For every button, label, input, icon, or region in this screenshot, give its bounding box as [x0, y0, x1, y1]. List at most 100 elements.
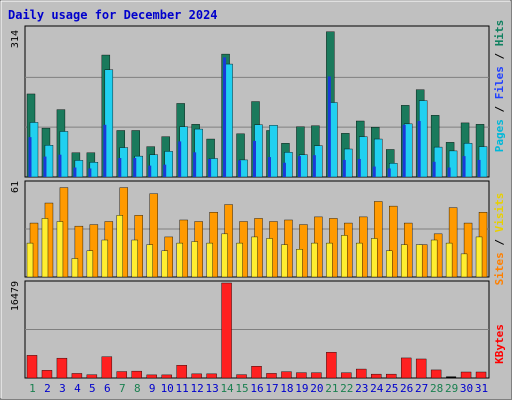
- bar-sites-day-8: [131, 239, 138, 278]
- bar-files-day-5: [88, 168, 92, 177]
- side-label-hits-part-0: Pages: [493, 119, 506, 152]
- bar-sites-day-30: [460, 253, 468, 278]
- bar-pages-day-24: [374, 138, 383, 178]
- bar-files-day-19: [297, 156, 301, 177]
- bar-kbytes-day-9: [146, 374, 157, 379]
- bar-kbytes-day-31: [475, 371, 487, 379]
- bar-files-day-10: [163, 164, 167, 177]
- day-label-3: 3: [59, 382, 66, 395]
- side-label-kbytes-part-0: KBytes: [493, 324, 506, 364]
- bar-sites-day-7: [116, 215, 124, 278]
- bar-kbytes-day-17: [266, 373, 277, 379]
- bar-kbytes-day-13: [206, 373, 217, 379]
- bar-sites-day-2: [41, 218, 49, 278]
- bar-files-day-13: [208, 158, 212, 177]
- side-label-hits-part-3: /: [493, 46, 506, 66]
- panel-hits-ymax: 314: [10, 30, 21, 48]
- bar-kbytes-day-30: [460, 371, 472, 379]
- bar-kbytes-day-2: [41, 370, 53, 379]
- bar-sites-day-27: [415, 244, 423, 278]
- bar-sites-day-16: [251, 236, 258, 278]
- panel-hits: [24, 25, 490, 178]
- panel-kbytes: [24, 280, 490, 379]
- bar-files-day-3: [58, 154, 62, 177]
- bar-visits-day-9: [149, 193, 158, 278]
- bar-files-day-17: [267, 157, 271, 177]
- bar-visits-day-25: [389, 205, 398, 278]
- bar-files-day-14: [223, 57, 227, 178]
- bar-sites-day-31: [475, 236, 483, 278]
- day-label-5: 5: [89, 382, 96, 395]
- day-label-21: 21: [325, 382, 338, 395]
- day-label-18: 18: [280, 382, 293, 395]
- bar-files-day-6: [103, 124, 107, 177]
- bar-kbytes-day-16: [251, 366, 262, 379]
- bar-kbytes-day-1: [26, 355, 38, 379]
- bar-files-day-25: [387, 168, 391, 177]
- bar-kbytes-day-22: [341, 372, 352, 379]
- bar-sites-day-24: [371, 238, 378, 278]
- bar-sites-day-12: [191, 241, 198, 278]
- bar-files-day-30: [462, 156, 466, 177]
- bar-kbytes-day-19: [296, 372, 307, 379]
- day-label-14: 14: [220, 382, 234, 395]
- bar-pages-day-17: [269, 125, 278, 178]
- side-labels: Pages / Files / Hits Sites / Visits KBytes: [493, 20, 506, 364]
- bar-files-day-20: [312, 155, 316, 177]
- bar-sites-day-21: [326, 242, 333, 278]
- bar-files-day-15: [238, 160, 242, 177]
- bar-kbytes-day-7: [116, 371, 128, 379]
- bar-kbytes-day-26: [400, 357, 412, 379]
- day-label-28: 28: [430, 382, 443, 395]
- bar-sites-day-22: [341, 235, 348, 278]
- bar-sites-day-13: [206, 242, 213, 278]
- day-label-11: 11: [176, 382, 189, 395]
- day-label-29: 29: [445, 382, 458, 395]
- bar-visits-day-30: [463, 222, 473, 278]
- side-label-hits-part-1: /: [493, 99, 506, 119]
- panel-kbytes-ymax: 16479: [10, 281, 21, 311]
- bar-kbytes-day-11: [176, 365, 187, 379]
- bar-files-day-26: [402, 124, 406, 177]
- day-label-6: 6: [104, 382, 111, 395]
- day-label-30: 30: [460, 382, 473, 395]
- bar-files-day-24: [372, 166, 376, 177]
- day-label-4: 4: [74, 382, 81, 395]
- side-label-sites-part-2: Visits: [493, 193, 506, 233]
- bar-files-day-9: [148, 165, 152, 177]
- side-label-hits-part-4: Hits: [493, 20, 506, 47]
- bar-kbytes-day-10: [161, 374, 172, 379]
- bar-files-day-16: [253, 140, 257, 177]
- bar-sites-day-10: [161, 250, 168, 278]
- side-label-kbytes: KBytes: [493, 324, 506, 364]
- panel-sites-ymax: 61: [10, 181, 21, 193]
- bar-kbytes-day-24: [371, 373, 382, 379]
- chart-title: Daily usage for December 2024: [8, 8, 218, 22]
- bar-files-day-4: [73, 167, 77, 177]
- bar-files-day-2: [43, 156, 47, 177]
- bar-files-day-27: [417, 121, 421, 177]
- side-label-hits: Pages / Files / Hits: [493, 20, 506, 153]
- bar-files-day-1: [28, 137, 32, 177]
- bar-sites-day-17: [266, 238, 273, 278]
- bar-kbytes-day-18: [281, 371, 292, 379]
- bar-sites-day-23: [356, 242, 363, 278]
- bar-sites-day-4: [71, 258, 79, 278]
- bar-kbytes-day-14: [221, 282, 232, 379]
- day-label-22: 22: [340, 382, 353, 395]
- day-label-13: 13: [205, 382, 218, 395]
- bar-kbytes-day-5: [86, 374, 98, 379]
- bar-sites-day-1: [26, 242, 34, 278]
- bar-sites-day-14: [221, 233, 228, 278]
- day-label-20: 20: [310, 382, 323, 395]
- bar-kbytes-day-25: [386, 373, 397, 379]
- day-label-15: 15: [235, 382, 248, 395]
- side-label-sites-part-0: Sites: [493, 252, 506, 285]
- bar-sites-day-9: [146, 244, 153, 278]
- bar-pages-day-6: [104, 69, 114, 178]
- bar-sites-day-5: [86, 250, 94, 278]
- side-label-hits-part-2: Files: [493, 66, 506, 99]
- panel-sites: [24, 180, 490, 278]
- bar-kbytes-day-6: [101, 356, 113, 379]
- bar-files-day-31: [477, 159, 481, 177]
